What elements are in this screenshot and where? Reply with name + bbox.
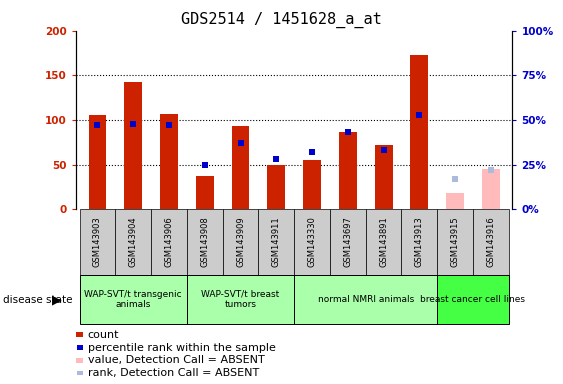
Bar [160, 114, 178, 209]
Text: GSM143903: GSM143903 [93, 217, 102, 267]
Bar [410, 55, 428, 209]
Text: percentile rank within the sample: percentile rank within the sample [88, 343, 276, 353]
Text: count: count [88, 330, 119, 340]
Text: GSM143915: GSM143915 [450, 217, 459, 267]
Bar [339, 132, 357, 209]
Bar [124, 82, 142, 209]
Bar [231, 126, 249, 209]
Text: WAP-SVT/t transgenic
animals: WAP-SVT/t transgenic animals [84, 290, 182, 309]
Text: breast cancer cell lines: breast cancer cell lines [421, 295, 525, 304]
Text: rank, Detection Call = ABSENT: rank, Detection Call = ABSENT [88, 368, 259, 378]
Text: WAP-SVT/t breast
tumors: WAP-SVT/t breast tumors [202, 290, 280, 309]
Text: GSM143697: GSM143697 [343, 217, 352, 267]
Text: GSM143916: GSM143916 [486, 217, 495, 267]
Bar [482, 169, 500, 209]
Bar [303, 160, 321, 209]
Text: value, Detection Call = ABSENT: value, Detection Call = ABSENT [88, 355, 265, 365]
Text: GSM143891: GSM143891 [379, 217, 388, 267]
Text: GSM143909: GSM143909 [236, 217, 245, 267]
Bar [267, 165, 285, 209]
Bar [196, 176, 214, 209]
Text: GSM143913: GSM143913 [415, 217, 424, 267]
Text: GSM143911: GSM143911 [272, 217, 281, 267]
Bar [446, 193, 464, 209]
Text: normal NMRI animals: normal NMRI animals [318, 295, 414, 304]
Text: GSM143906: GSM143906 [164, 217, 173, 267]
Text: GSM143904: GSM143904 [129, 217, 138, 267]
Text: GSM143908: GSM143908 [200, 217, 209, 267]
Text: GSM143330: GSM143330 [307, 217, 316, 267]
Bar [374, 145, 392, 209]
Text: ▶: ▶ [52, 293, 62, 306]
Text: disease state: disease state [3, 295, 72, 305]
Bar [88, 115, 106, 209]
Text: GDS2514 / 1451628_a_at: GDS2514 / 1451628_a_at [181, 12, 382, 28]
